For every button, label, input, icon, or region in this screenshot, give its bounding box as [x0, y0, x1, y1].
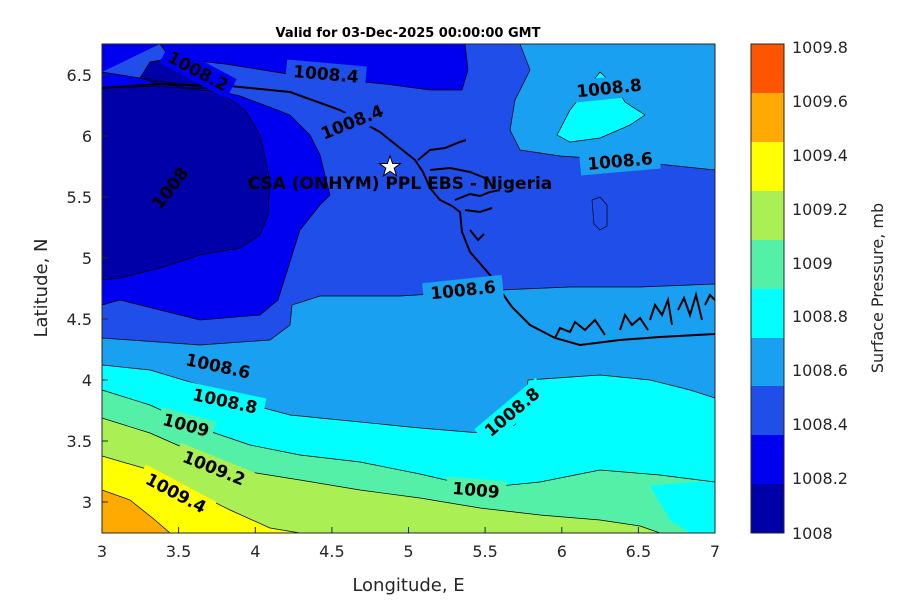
y-tick-label: 5 [82, 249, 92, 268]
x-axis: 3 3.5 4 4.5 5 5.5 6 6.5 7 Longitude, E [97, 527, 720, 596]
level-1008-8-corner [650, 480, 715, 533]
site-label: CSA (ONHYM) PPL EBS - Nigeria [248, 174, 553, 194]
colorbar-tick-label: 1009.8 [792, 38, 848, 57]
x-tick-label: 7 [710, 542, 720, 561]
coastline [102, 82, 715, 347]
colorbar-tick-label: 1008 [792, 524, 833, 543]
x-tick-label: 5.5 [472, 542, 497, 561]
colorbar-tick-label: 1009.2 [792, 200, 848, 219]
chart-title: Valid for 03-Dec-2025 00:00:00 GMT [276, 26, 541, 41]
level-1008-8-blob [557, 72, 645, 142]
level-1009-2-fill [102, 418, 660, 533]
x-tick-label: 4 [250, 542, 260, 561]
colorbar-segment [751, 338, 784, 386]
contour-label: 1009 [451, 479, 500, 503]
x-tick-label: 6 [557, 542, 567, 561]
colorbar-tick-label: 1008.2 [792, 469, 848, 488]
y-axis-label: Latitude, N [31, 239, 52, 338]
x-tick-label: 3 [97, 542, 107, 561]
y-tick-label: 6.5 [67, 66, 92, 85]
colorbar-segment [751, 191, 784, 240]
colorbar-segment [751, 44, 784, 93]
colorbar-segment [751, 289, 784, 338]
site-star-marker [377, 154, 403, 178]
colorbar: 1008 1008.2 1008.4 1008.6 1008.8 1009 10… [750, 38, 887, 543]
y-tick-label: 4.5 [67, 310, 92, 329]
colorbar-tick-label: 1009.4 [792, 146, 848, 165]
y-tick-label: 6 [82, 127, 92, 146]
level-1009-6-fill [102, 490, 170, 533]
colorbar-label: Surface Pressure, mb [868, 203, 887, 373]
colorbar-tick-label: 1008.6 [792, 361, 848, 380]
colorbar-segment [751, 484, 784, 533]
y-axis: 3 3.5 4 4.5 5 5.5 6 6.5 Latitude, N [31, 66, 108, 512]
colorbar-segment [751, 240, 784, 289]
x-tick-label: 6.5 [626, 542, 651, 561]
colorbar-segment [751, 386, 784, 435]
colorbar-tick-label: 1008.8 [792, 307, 848, 326]
x-tick-label: 3.5 [166, 542, 191, 561]
colorbar-tick-label: 1009.6 [792, 92, 848, 111]
colorbar-tick-label: 1009 [792, 254, 833, 273]
colorbar-tick-label: 1008.4 [792, 415, 848, 434]
y-tick-label: 5.5 [67, 188, 92, 207]
y-tick-label: 4 [82, 371, 92, 390]
y-tick-label: 3 [82, 493, 92, 512]
x-tick-label: 5 [403, 542, 413, 561]
colorbar-segment [751, 435, 784, 484]
colorbar-segment [751, 142, 784, 191]
colorbar-segment [751, 93, 784, 142]
y-tick-label: 3.5 [67, 432, 92, 451]
x-axis-label: Longitude, E [352, 575, 464, 596]
level-1008-4-blob [592, 197, 607, 230]
x-tick-label: 4.5 [319, 542, 344, 561]
